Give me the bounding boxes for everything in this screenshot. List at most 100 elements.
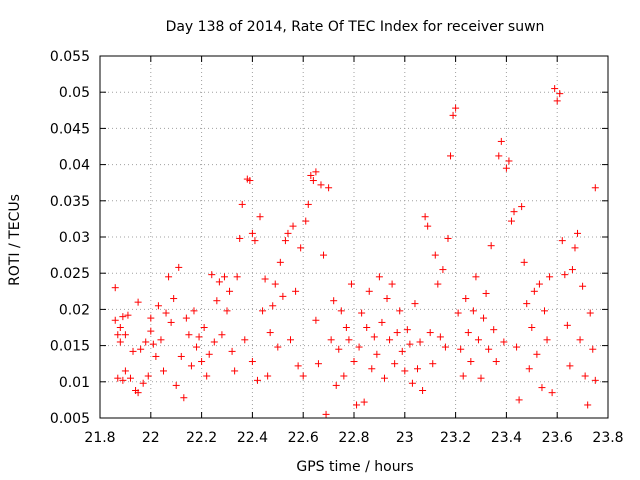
- data-point: [490, 326, 498, 334]
- data-point: [480, 314, 488, 322]
- data-point: [454, 309, 462, 317]
- data-point: [414, 365, 421, 373]
- data-point: [497, 137, 505, 145]
- data-point: [205, 350, 213, 358]
- x-tick-label: 23.8: [592, 430, 623, 446]
- data-point: [121, 331, 129, 339]
- data-point: [350, 358, 358, 366]
- data-point: [251, 237, 259, 245]
- data-point: [175, 263, 183, 271]
- data-point: [342, 324, 350, 331]
- data-point: [530, 287, 538, 295]
- data-point: [246, 177, 254, 185]
- data-point: [429, 360, 437, 368]
- data-point: [111, 284, 119, 292]
- x-tick-label: 22: [142, 430, 160, 446]
- data-point: [474, 336, 482, 344]
- data-point: [198, 358, 206, 366]
- data-point: [408, 379, 416, 387]
- data-point: [126, 374, 134, 382]
- data-point: [271, 280, 279, 288]
- data-point: [165, 273, 173, 281]
- y-tick-label: 0.04: [59, 158, 90, 174]
- grid: [100, 56, 608, 418]
- data-point: [457, 345, 465, 353]
- data-point: [114, 374, 122, 382]
- data-point: [363, 324, 371, 331]
- data-point: [563, 321, 571, 329]
- data-point: [114, 331, 122, 339]
- data-point: [180, 394, 188, 402]
- data-point: [157, 336, 165, 344]
- data-point: [276, 258, 284, 266]
- data-point: [325, 184, 333, 192]
- data-point: [360, 398, 368, 406]
- data-point: [568, 266, 576, 274]
- data-point: [538, 384, 546, 392]
- y-tick-label: 0.01: [59, 375, 90, 391]
- data-point: [223, 307, 231, 315]
- data-point: [185, 331, 193, 339]
- data-point: [591, 376, 599, 384]
- data-point: [139, 379, 147, 387]
- data-point: [248, 358, 256, 366]
- data-point: [383, 295, 391, 303]
- x-tick-label: 22.4: [237, 430, 268, 446]
- data-point: [566, 362, 574, 370]
- data-point: [149, 340, 157, 348]
- data-point: [355, 343, 363, 351]
- y-tick-label: 0.055: [50, 49, 90, 65]
- data-point: [581, 372, 589, 380]
- y-tick-label: 0.03: [59, 230, 90, 246]
- data-point: [505, 157, 513, 165]
- data-point: [335, 345, 343, 353]
- data-point: [406, 340, 414, 348]
- data-point: [444, 234, 452, 242]
- data-point: [152, 352, 160, 360]
- data-point: [515, 396, 523, 404]
- data-point: [358, 309, 366, 317]
- data-point: [472, 273, 480, 281]
- data-point: [144, 372, 152, 380]
- data-point: [441, 343, 449, 351]
- data-point: [513, 343, 521, 351]
- data-point: [116, 338, 124, 346]
- data-point: [502, 164, 510, 172]
- data-point: [337, 307, 345, 315]
- data-point: [340, 372, 348, 380]
- x-tick-label: 23.6: [542, 430, 573, 446]
- data-point: [195, 333, 203, 341]
- data-point: [520, 258, 528, 266]
- data-point: [469, 307, 477, 315]
- data-point: [261, 275, 269, 283]
- data-point: [403, 326, 411, 334]
- data-point: [314, 360, 322, 368]
- y-tick-label: 0.015: [50, 339, 90, 355]
- data-point: [241, 336, 249, 344]
- data-point: [177, 352, 185, 360]
- y-axis-ticks: 0.005 0.01 0.015 0.02 0.025 0.03 0.035 0.04 0.04…: [50, 49, 608, 427]
- y-tick-label: 0.02: [59, 302, 90, 318]
- data-point: [416, 338, 424, 346]
- data-point: [266, 329, 274, 337]
- data-point: [269, 302, 277, 310]
- data-point: [533, 350, 541, 358]
- data-point: [289, 222, 297, 230]
- data-point: [304, 200, 312, 208]
- data-point: [368, 365, 376, 373]
- data-point: [147, 327, 155, 335]
- x-tick-label: 23: [396, 430, 414, 446]
- data-point: [236, 234, 244, 242]
- data-point: [510, 208, 518, 216]
- data-point: [274, 343, 282, 351]
- data-point: [393, 329, 401, 337]
- data-point: [160, 367, 167, 375]
- x-tick-label: 22.6: [288, 430, 319, 446]
- data-point: [129, 347, 137, 355]
- data-point: [231, 367, 239, 375]
- data-point: [543, 336, 551, 344]
- data-point: [124, 311, 132, 319]
- data-point: [584, 401, 592, 409]
- data-point: [220, 273, 228, 281]
